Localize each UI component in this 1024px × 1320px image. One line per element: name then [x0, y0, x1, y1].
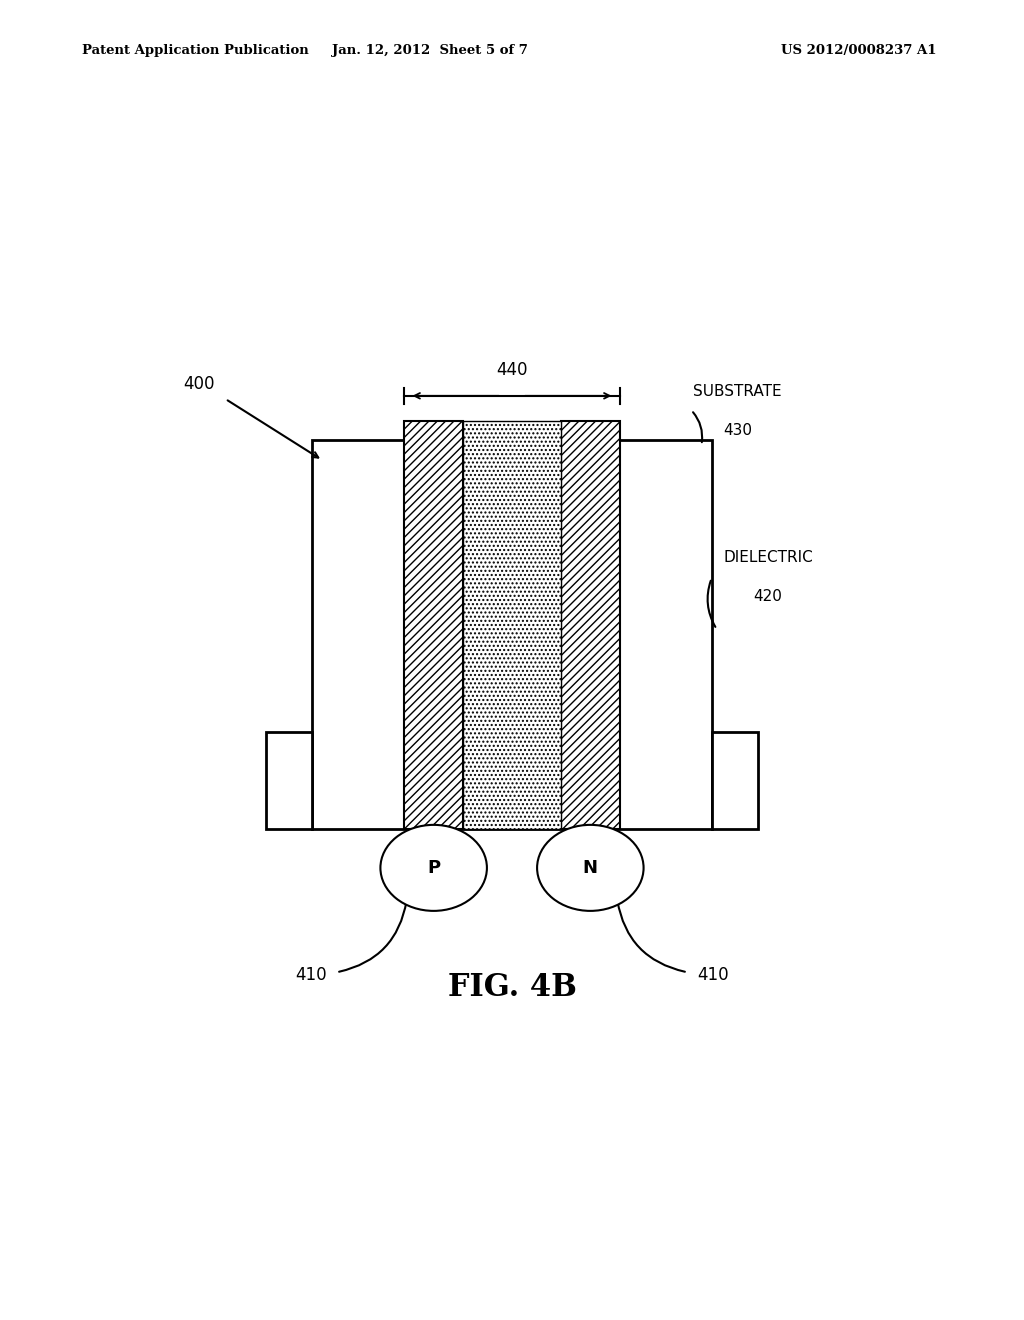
Bar: [266, 731, 312, 829]
Text: DIELECTRIC: DIELECTRIC: [723, 550, 813, 565]
Text: 410: 410: [697, 966, 729, 985]
Bar: [712, 731, 758, 829]
Text: N: N: [583, 859, 598, 876]
Text: 440: 440: [497, 362, 527, 379]
Text: 420: 420: [754, 589, 782, 605]
Text: SUBSTRATE: SUBSTRATE: [693, 384, 781, 399]
Text: 430: 430: [723, 424, 752, 438]
Ellipse shape: [537, 825, 644, 911]
FancyArrowPatch shape: [693, 412, 702, 442]
Bar: [463, 421, 561, 829]
FancyArrowPatch shape: [708, 581, 716, 627]
Bar: [561, 421, 620, 829]
Text: P: P: [427, 859, 440, 876]
Text: Patent Application Publication: Patent Application Publication: [82, 44, 308, 57]
Text: 410: 410: [295, 966, 327, 985]
Text: FIG. 4B: FIG. 4B: [447, 972, 577, 1003]
Text: Jan. 12, 2012  Sheet 5 of 7: Jan. 12, 2012 Sheet 5 of 7: [332, 44, 528, 57]
Bar: [404, 421, 463, 829]
Text: US 2012/0008237 A1: US 2012/0008237 A1: [781, 44, 937, 57]
Bar: [312, 440, 712, 829]
Text: 400: 400: [183, 375, 215, 392]
Ellipse shape: [381, 825, 487, 911]
